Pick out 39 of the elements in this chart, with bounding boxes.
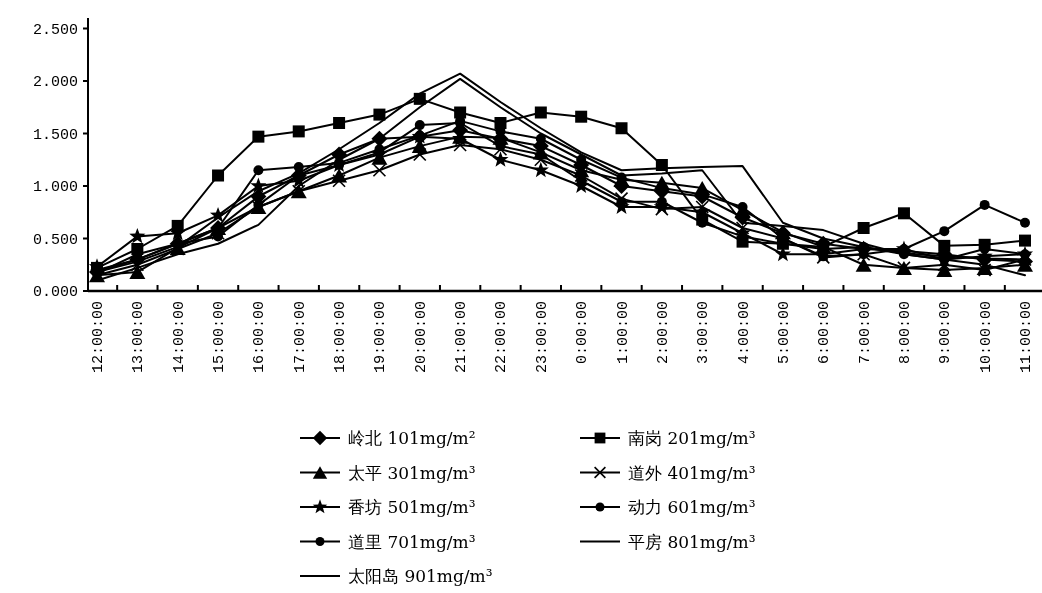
y-tick-label: 2.000 — [32, 74, 78, 91]
x-tick-label: 8:00:00 — [896, 301, 914, 365]
x-tick-label: 19:00:00 — [372, 301, 390, 374]
legend-label: 动力 601mg/m³ — [628, 497, 756, 517]
x-tick-label: 2:00:00 — [654, 301, 672, 365]
y-tick-label: 0.000 — [32, 284, 78, 301]
x-tick-label: 21:00:00 — [453, 301, 471, 374]
x-tick-label: 4:00:00 — [735, 301, 753, 365]
x-tick-label: 12:00:00 — [90, 301, 107, 374]
x-tick-label: 23:00:00 — [533, 301, 551, 374]
x-tick-label: 10:00:00 — [977, 301, 995, 374]
x-tick-label: 1:00:00 — [614, 301, 632, 365]
x-tick-label: 20:00:00 — [412, 301, 430, 374]
legend-label: 南岗 201mg/m³ — [628, 428, 756, 448]
legend-label: 平房 801mg/m³ — [628, 531, 756, 552]
x-tick-label: 16:00:00 — [251, 301, 269, 374]
y-tick-label: 1.500 — [32, 126, 78, 144]
x-tick-label: 15:00:00 — [211, 301, 229, 374]
y-tick-label: 2.500 — [32, 21, 78, 39]
x-tick-label: 17:00:00 — [291, 301, 309, 374]
x-tick-label: 22:00:00 — [493, 301, 511, 374]
x-tick-label: 11:00:00 — [1018, 301, 1035, 374]
legend-label: 岭北 101mg/m² — [348, 428, 476, 448]
legend-label: 道里 701mg/m³ — [348, 531, 476, 552]
x-tick-label: 7:00:00 — [856, 301, 874, 365]
x-tick-label: 6:00:00 — [816, 301, 834, 365]
x-tick-label: 5:00:00 — [775, 301, 793, 365]
x-tick-label: 18:00:00 — [332, 301, 350, 374]
x-tick-label: 3:00:00 — [695, 301, 713, 365]
x-tick-label: 13:00:00 — [130, 301, 148, 374]
x-tick-label: 0:00:00 — [574, 301, 592, 365]
x-tick-label: 9:00:00 — [937, 301, 955, 365]
x-tick-label: 14:00:00 — [170, 301, 188, 374]
y-tick-label: 0.500 — [32, 231, 78, 249]
legend-label: 太平 301mg/m³ — [348, 462, 476, 483]
y-tick-label: 1.000 — [32, 179, 78, 196]
legend-label: 香坊 501mg/m³ — [348, 497, 476, 517]
legend-label: 道外 401mg/m³ — [628, 462, 756, 483]
legend-label: 太阳岛 901mg/m³ — [348, 566, 493, 586]
